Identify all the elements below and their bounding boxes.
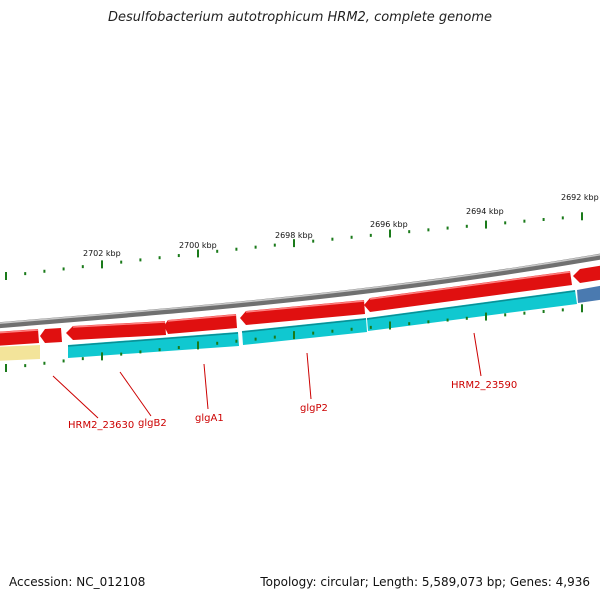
forward-strand-track xyxy=(0,265,600,346)
forward-gene[interactable] xyxy=(240,300,365,325)
forward-gene[interactable] xyxy=(40,328,62,343)
reverse-gene[interactable] xyxy=(577,285,600,303)
gene-labels: HRM2_23630 glgB2 glgA1 glgP2 HRM2_23590 xyxy=(68,380,517,431)
forward-gene[interactable] xyxy=(573,265,600,283)
scale-label: 2694 kbp xyxy=(466,207,504,216)
backbone-arc xyxy=(0,253,600,329)
gene-label-hrm2-23630[interactable]: HRM2_23630 xyxy=(68,420,134,431)
reverse-gene[interactable] xyxy=(68,332,239,358)
label-leaders xyxy=(52,332,482,419)
forward-gene[interactable] xyxy=(66,321,166,340)
gene-label-glgp2[interactable]: glgP2 xyxy=(300,403,328,414)
reverse-feature-pale[interactable] xyxy=(0,345,40,361)
forward-gene[interactable] xyxy=(164,314,237,334)
reverse-gene[interactable] xyxy=(242,318,367,345)
reverse-strand-track xyxy=(0,285,600,361)
accession-text: Accession: NC_012108 xyxy=(9,575,146,589)
scale-label: 2700 kbp xyxy=(179,241,217,250)
gene-label-glgb2[interactable]: glgB2 xyxy=(138,418,167,429)
gene-label-hrm2-23590[interactable]: HRM2_23590 xyxy=(451,380,517,391)
reverse-gene[interactable] xyxy=(367,290,577,331)
outer-tick-track xyxy=(5,212,583,280)
map-title: Desulfobacterium autotrophicum HRM2, com… xyxy=(107,10,493,25)
forward-gene[interactable] xyxy=(364,271,572,312)
scale-label: 2696 kbp xyxy=(370,220,408,229)
scale-labels: 2702 kbp 2700 kbp 2698 kbp 2696 kbp 2694… xyxy=(83,193,599,258)
scale-label: 2692 kbp xyxy=(561,193,599,202)
forward-gene[interactable] xyxy=(0,329,39,346)
genome-stats-text: Topology: circular; Length: 5,589,073 bp… xyxy=(260,575,590,589)
scale-label: 2702 kbp xyxy=(83,249,121,258)
scale-label: 2698 kbp xyxy=(275,231,313,240)
inner-tick-track xyxy=(5,304,583,372)
gene-label-glga1[interactable]: glgA1 xyxy=(195,413,224,424)
